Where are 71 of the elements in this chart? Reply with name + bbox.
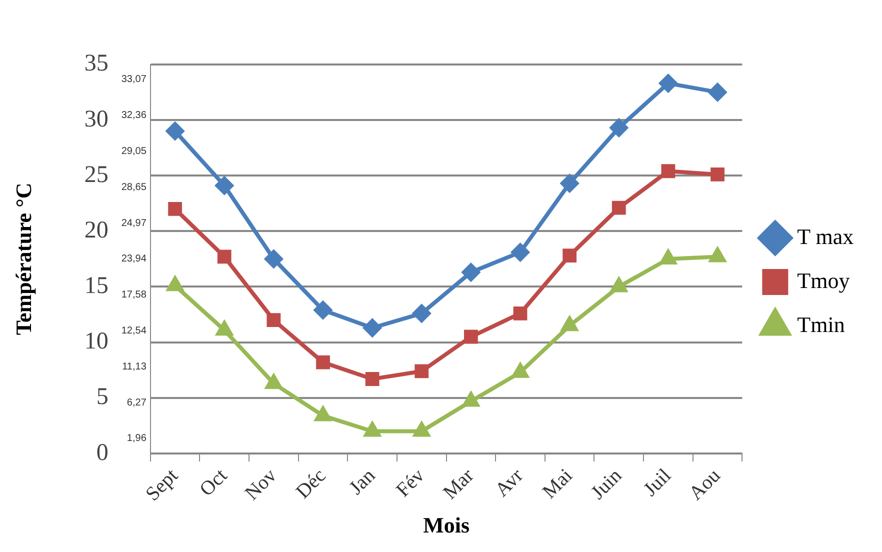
point (661, 164, 676, 178)
point (314, 406, 332, 422)
point (364, 422, 380, 437)
point (710, 168, 724, 182)
point (562, 316, 578, 332)
point (168, 202, 182, 216)
x-tick-label: Juil (639, 464, 676, 501)
y-tick-label: 5 (96, 384, 108, 410)
point (314, 301, 332, 320)
y-tick-label: 0 (96, 440, 108, 466)
x-tick-label: Oct (196, 464, 232, 501)
x-tick-label: Déc (292, 464, 330, 503)
point (709, 248, 726, 262)
x-tick-label: Aou (684, 464, 725, 505)
x-tick-label: Jan (345, 464, 380, 500)
point (462, 263, 480, 282)
point (216, 321, 232, 336)
point (217, 250, 232, 264)
point (659, 74, 678, 92)
point (560, 174, 579, 192)
y-tick-label: 35 (84, 50, 108, 77)
text: 17,58 (121, 290, 147, 301)
point (266, 374, 282, 389)
point (512, 363, 528, 378)
y-tick-label: 20 (84, 217, 108, 244)
point (414, 364, 429, 378)
x-tick-label: Sept (142, 464, 183, 506)
legend-label: T max (797, 224, 854, 249)
text: 1,96 (126, 433, 147, 444)
point (414, 422, 430, 437)
point (708, 83, 727, 102)
point (166, 122, 184, 140)
text: 32,36 (121, 110, 147, 122)
point (215, 176, 234, 195)
text: 28,65 (121, 182, 147, 193)
y-axis-title: Température °C (10, 182, 36, 336)
point (511, 243, 530, 262)
text: 23,94 (121, 254, 147, 265)
point (610, 118, 628, 137)
text: 24,97 (121, 218, 147, 229)
text: 6,27 (126, 397, 147, 408)
x-tick-label: Fév (392, 464, 429, 502)
x-axis-title: Mois (423, 512, 470, 538)
point (562, 248, 577, 263)
point (166, 276, 184, 292)
y-tick-label: 15 (84, 273, 108, 300)
text: 12,54 (121, 326, 147, 337)
y-tick-label: 30 (84, 106, 108, 132)
point (612, 200, 626, 215)
x-tick-label: Juin (587, 464, 626, 504)
point (610, 278, 627, 292)
x-tick-label: Mar (439, 464, 478, 504)
text: 11,13 (122, 361, 147, 372)
text: 29,05 (121, 146, 147, 157)
point (266, 313, 281, 328)
legend-label: Tmin (797, 312, 845, 337)
point (462, 392, 480, 407)
text: 33,07 (121, 74, 147, 86)
legend-label: Tmoy (797, 268, 850, 293)
x-tick-label: Nov (241, 464, 281, 505)
point (365, 372, 380, 386)
x-tick-label: Mai (538, 464, 578, 503)
point (513, 306, 528, 320)
point (412, 304, 431, 322)
point (264, 250, 283, 268)
point (464, 330, 478, 344)
point (316, 355, 330, 370)
y-tick-label: 25 (84, 162, 108, 188)
x-tick-label: Avr (491, 464, 528, 502)
y-tick-label: 10 (84, 328, 108, 355)
point (363, 318, 382, 337)
